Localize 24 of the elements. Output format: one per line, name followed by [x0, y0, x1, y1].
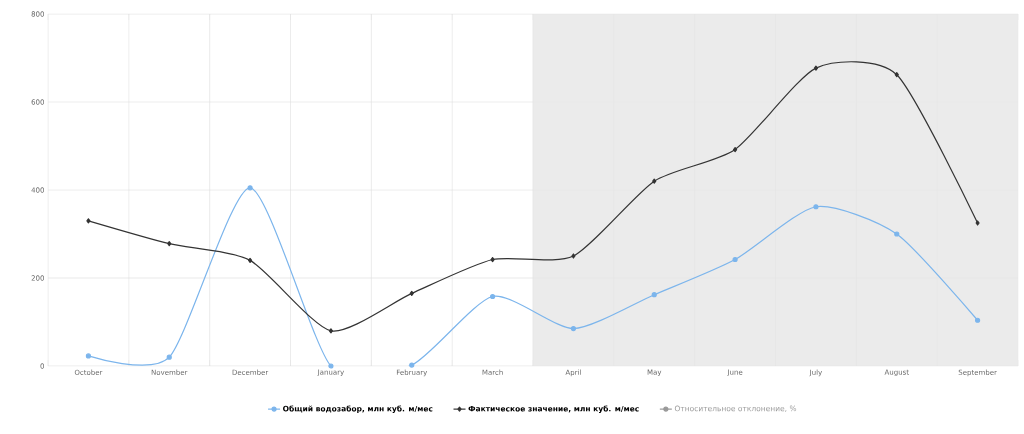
point [894, 231, 900, 237]
point [409, 362, 415, 368]
point [813, 65, 819, 71]
point [894, 72, 899, 78]
point [247, 185, 253, 191]
point [490, 256, 495, 263]
point [86, 218, 91, 224]
point [85, 353, 92, 359]
point [166, 354, 172, 360]
point [328, 328, 334, 334]
point [652, 178, 657, 184]
point [570, 326, 577, 332]
point [328, 363, 334, 369]
point [975, 220, 980, 226]
point [813, 204, 819, 210]
point [167, 241, 172, 247]
point [247, 257, 253, 263]
point [974, 317, 981, 323]
point [571, 253, 576, 259]
point [489, 293, 496, 300]
point [409, 290, 414, 296]
point [732, 256, 738, 263]
point [732, 146, 738, 153]
point [651, 292, 657, 298]
